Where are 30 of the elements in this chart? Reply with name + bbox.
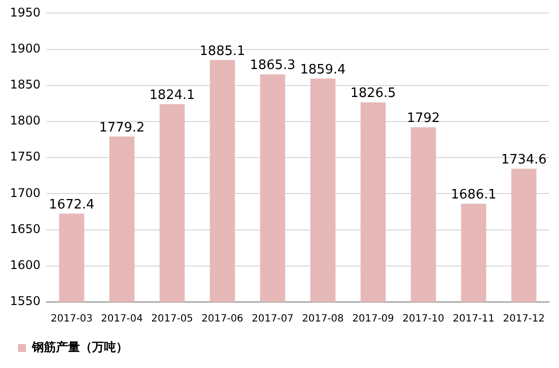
x-tick-label: 2017-03 — [50, 314, 93, 325]
x-tick-label: 2017-04 — [101, 314, 143, 325]
y-tick-label: 1900 — [10, 41, 41, 56]
data-label: 1792 — [406, 111, 440, 126]
data-label: 1672.4 — [48, 198, 94, 212]
legend-label: 钢筋产量（万吨） — [31, 340, 128, 354]
data-label: 1826.5 — [350, 86, 396, 102]
x-tick-label: 2017-05 — [151, 314, 194, 325]
y-tick-label: 1850 — [10, 78, 41, 92]
y-tick-label: 1650 — [10, 222, 41, 236]
data-label: 1859.4 — [300, 62, 346, 78]
data-label: 1865.3 — [250, 58, 296, 74]
data-label: 1779.2 — [99, 120, 145, 136]
y-tick-label: 1800 — [10, 114, 41, 128]
x-tick-label: 2017-12 — [502, 314, 545, 325]
y-tick-label: 1550 — [10, 294, 41, 308]
data-label: 1885.1 — [200, 44, 246, 59]
x-tick-label: 2017-08 — [302, 314, 344, 325]
x-tick-label: 2017-11 — [452, 314, 495, 325]
data-label: 1686.1 — [450, 188, 496, 203]
y-tick-label: 1950 — [10, 5, 41, 20]
data-label: 1824.1 — [149, 88, 195, 103]
y-tick-label: 1600 — [10, 258, 41, 272]
x-tick-label: 2017-07 — [252, 314, 294, 325]
y-tick-label: 1750 — [10, 150, 41, 164]
x-tick-label: 2017-06 — [202, 314, 244, 325]
x-tick-label: 2017-10 — [402, 314, 444, 325]
data-label: 1734.6 — [501, 152, 547, 168]
y-tick-label: 1700 — [10, 186, 41, 200]
x-tick-label: 2017-09 — [352, 314, 394, 325]
